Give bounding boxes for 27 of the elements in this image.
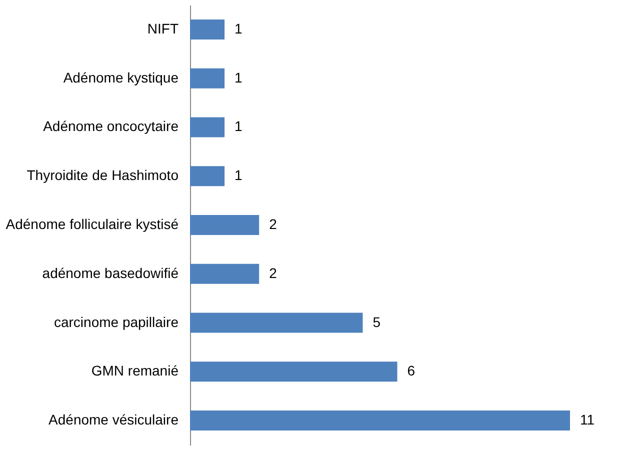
bar bbox=[190, 312, 363, 333]
data-label: 1 bbox=[234, 167, 243, 184]
bar bbox=[190, 264, 260, 284]
data-label: 11 bbox=[580, 412, 595, 428]
data-label: 2 bbox=[269, 216, 278, 232]
bar bbox=[190, 362, 398, 382]
y-tick-label: Adénome folliculaire kystisé bbox=[6, 216, 179, 232]
bar bbox=[190, 19, 225, 40]
data-label: 5 bbox=[372, 314, 381, 330]
data-label: 2 bbox=[269, 264, 278, 281]
y-tick-label: Adénome vésiculaire bbox=[48, 412, 179, 428]
bar bbox=[190, 166, 225, 186]
data-label: 1 bbox=[234, 118, 243, 134]
data-label: 1 bbox=[234, 20, 243, 36]
y-tick-label: Thyroidite de Hashimoto bbox=[26, 167, 179, 184]
y-tick-label: adénome basedowifié bbox=[42, 264, 179, 281]
y-tick-label: NIFT bbox=[147, 20, 179, 36]
y-tick-label: GMN remanié bbox=[91, 362, 179, 379]
y-tick-label: Adénome oncocytaire bbox=[43, 118, 179, 134]
y-tick-label: Adénome kystique bbox=[63, 69, 179, 86]
bar bbox=[190, 215, 260, 235]
bar bbox=[190, 68, 225, 88]
bar bbox=[190, 410, 570, 431]
data-label: 1 bbox=[234, 69, 243, 86]
data-label: 6 bbox=[407, 362, 416, 379]
bar bbox=[190, 117, 225, 138]
y-tick-label: carcinome papillaire bbox=[54, 314, 179, 330]
